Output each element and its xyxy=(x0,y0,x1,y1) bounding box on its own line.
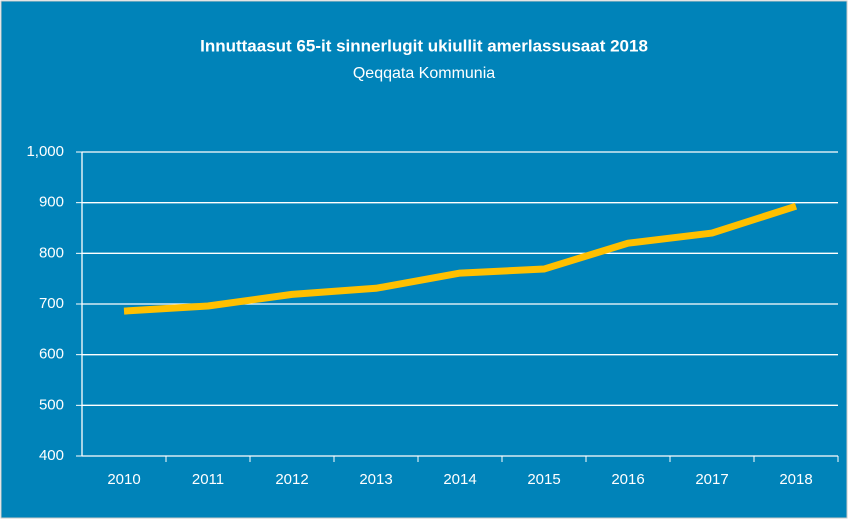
x-tick-label: 2011 xyxy=(192,471,224,488)
x-tick-label: 2010 xyxy=(107,471,140,488)
y-tick-label: 1,000 xyxy=(26,143,64,160)
y-tick-label: 400 xyxy=(39,447,64,464)
x-tick-label: 2015 xyxy=(527,471,560,488)
x-tick-label: 2013 xyxy=(359,471,392,488)
chart-subtitle: Qeqqata Kommunia xyxy=(353,65,495,82)
y-tick-label: 600 xyxy=(39,346,64,363)
y-tick-label: 700 xyxy=(39,295,64,312)
line-series xyxy=(123,202,798,315)
x-tick-label: 2016 xyxy=(611,471,644,488)
y-tick-label: 500 xyxy=(39,396,64,413)
chart-title: Innuttaasut 65-it sinnerlugit ukiullit a… xyxy=(200,36,648,55)
x-tick-label: 2012 xyxy=(275,471,308,488)
x-tick-label: 2017 xyxy=(695,471,728,488)
x-tick-label: 2014 xyxy=(443,471,476,488)
x-tick-label: 2018 xyxy=(779,471,812,488)
y-tick-label: 800 xyxy=(39,244,64,261)
y-tick-label: 900 xyxy=(39,194,64,211)
